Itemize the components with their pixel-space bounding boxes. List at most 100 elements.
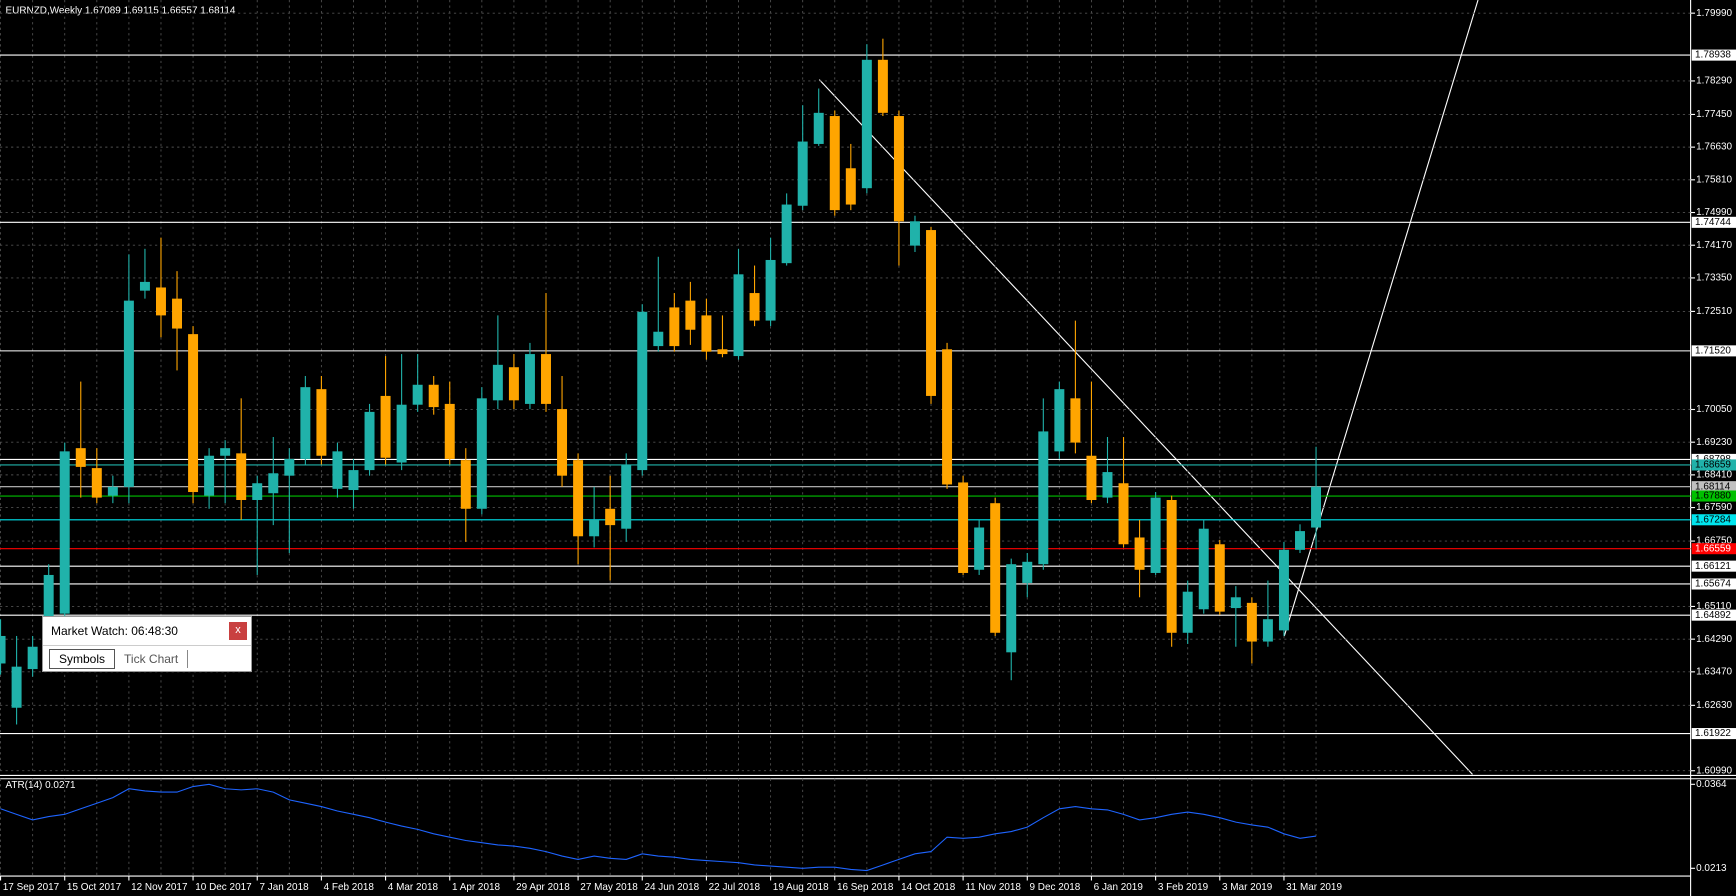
x-tick-label: 6 Jan 2019 xyxy=(1094,882,1144,893)
y-tick-label: 0.0213 xyxy=(1696,863,1727,874)
candle-body xyxy=(797,141,808,206)
price-label: 1.67880 xyxy=(1695,491,1731,502)
price-label: 1.65674 xyxy=(1695,579,1731,590)
x-tick-label: 29 Apr 2018 xyxy=(516,882,570,893)
x-tick-label: 24 Jun 2018 xyxy=(644,882,699,893)
y-tick-label: 0.0364 xyxy=(1696,779,1727,790)
candle-body xyxy=(268,473,279,494)
y-tick-label: 1.60990 xyxy=(1696,765,1732,776)
candle-body xyxy=(204,455,215,496)
candle-body xyxy=(653,331,664,347)
candle-body xyxy=(1214,544,1225,612)
candle-body xyxy=(0,635,6,664)
candle-body xyxy=(123,300,134,487)
y-tick-label: 1.72510 xyxy=(1696,306,1732,317)
candle-body xyxy=(412,384,423,405)
x-tick-label: 3 Mar 2019 xyxy=(1222,882,1273,893)
candle-body xyxy=(1198,528,1209,610)
candle-body xyxy=(1102,472,1113,498)
candle-body xyxy=(107,486,118,496)
tab[interactable]: Tick Chart xyxy=(115,650,189,668)
x-tick-label: 31 Mar 2019 xyxy=(1286,882,1342,893)
price-label-box xyxy=(1691,459,1736,471)
candle-body xyxy=(893,116,904,222)
candle-body xyxy=(1054,389,1065,452)
candle-body xyxy=(749,293,760,321)
candle-body xyxy=(444,403,455,459)
indicator-line xyxy=(0,783,1317,872)
candle-body xyxy=(557,409,568,476)
candle-body xyxy=(909,221,920,246)
y-tick-label: 1.67590 xyxy=(1696,502,1732,513)
price-label-box xyxy=(1691,560,1736,572)
price-label: 1.68114 xyxy=(1695,481,1731,492)
candle-body xyxy=(669,307,680,347)
x-tick-label: 9 Dec 2018 xyxy=(1029,882,1080,893)
candle-body xyxy=(974,527,985,570)
candle-body xyxy=(1311,486,1322,528)
price-label-box xyxy=(1691,49,1736,61)
close-button[interactable]: x xyxy=(229,622,247,640)
y-tick-label: 1.70050 xyxy=(1696,404,1732,415)
x-tick-label: 19 Aug 2018 xyxy=(773,882,829,893)
candle-body xyxy=(380,395,391,458)
candle-body xyxy=(188,334,199,493)
candle-body xyxy=(300,387,311,459)
price-label-box xyxy=(1691,490,1736,502)
price-label: 1.67284 xyxy=(1695,514,1731,525)
price-label: 1.61922 xyxy=(1695,728,1731,739)
candle-body xyxy=(573,460,584,537)
x-tick-label: 17 Sep 2017 xyxy=(3,882,60,893)
y-tick-label: 1.66750 xyxy=(1696,536,1732,547)
price-label-box xyxy=(1691,578,1736,590)
price-label: 1.74744 xyxy=(1695,217,1731,228)
candle-body xyxy=(589,519,600,537)
candle-body xyxy=(27,646,38,670)
candle-body xyxy=(990,503,1001,633)
candle-body xyxy=(364,411,375,471)
trend-line[interactable] xyxy=(818,79,1473,775)
candle-body xyxy=(492,364,503,401)
price-label-box xyxy=(1691,609,1736,621)
candle-body xyxy=(284,458,295,476)
tab-bar: Symbols Tick Chart xyxy=(43,646,251,672)
price-label-box xyxy=(1691,543,1736,555)
price-label: 1.66121 xyxy=(1695,561,1731,572)
price-label-box xyxy=(1691,453,1736,465)
candle-body xyxy=(685,300,696,330)
tab[interactable]: Symbols xyxy=(49,649,116,669)
candle-body xyxy=(1038,431,1049,565)
candle-body xyxy=(765,259,776,321)
candle-body xyxy=(958,482,969,573)
candle-body xyxy=(43,574,54,653)
market-watch-window[interactable]: Market Watch: 06:48:30 x Symbols Tick Char… xyxy=(42,616,252,672)
candle-body xyxy=(476,398,487,509)
y-tick-label: 1.63470 xyxy=(1696,666,1732,677)
candle-body xyxy=(1230,597,1241,609)
x-tick-label: 4 Feb 2018 xyxy=(324,882,375,893)
x-tick-label: 1 Apr 2018 xyxy=(452,882,501,893)
window-title-bar[interactable]: Market Watch: 06:48:30 x xyxy=(43,617,251,646)
x-tick-label: 15 Oct 2017 xyxy=(67,882,122,893)
candle-body xyxy=(332,451,343,489)
candle-body xyxy=(396,404,407,463)
y-tick-label: 1.74170 xyxy=(1696,240,1732,251)
y-tick-label: 1.74990 xyxy=(1696,207,1732,218)
price-label: 1.64892 xyxy=(1695,610,1731,621)
candle-body xyxy=(877,59,888,113)
y-tick-label: 1.75810 xyxy=(1696,174,1732,185)
price-label-box xyxy=(1691,481,1736,493)
indicator-title: ATR(14) 0.0271 xyxy=(6,780,76,791)
y-tick-label: 1.69230 xyxy=(1696,437,1732,448)
x-tick-label: 14 Oct 2018 xyxy=(901,882,956,893)
y-tick-label: 1.77450 xyxy=(1696,109,1732,120)
candle-body xyxy=(605,508,616,526)
candle-body xyxy=(1262,619,1273,642)
candle-body xyxy=(524,354,535,404)
candle-body xyxy=(1182,591,1193,633)
candle-body xyxy=(139,281,150,291)
x-tick-label: 7 Jan 2018 xyxy=(259,882,309,893)
y-tick-label: 1.79990 xyxy=(1696,8,1732,19)
